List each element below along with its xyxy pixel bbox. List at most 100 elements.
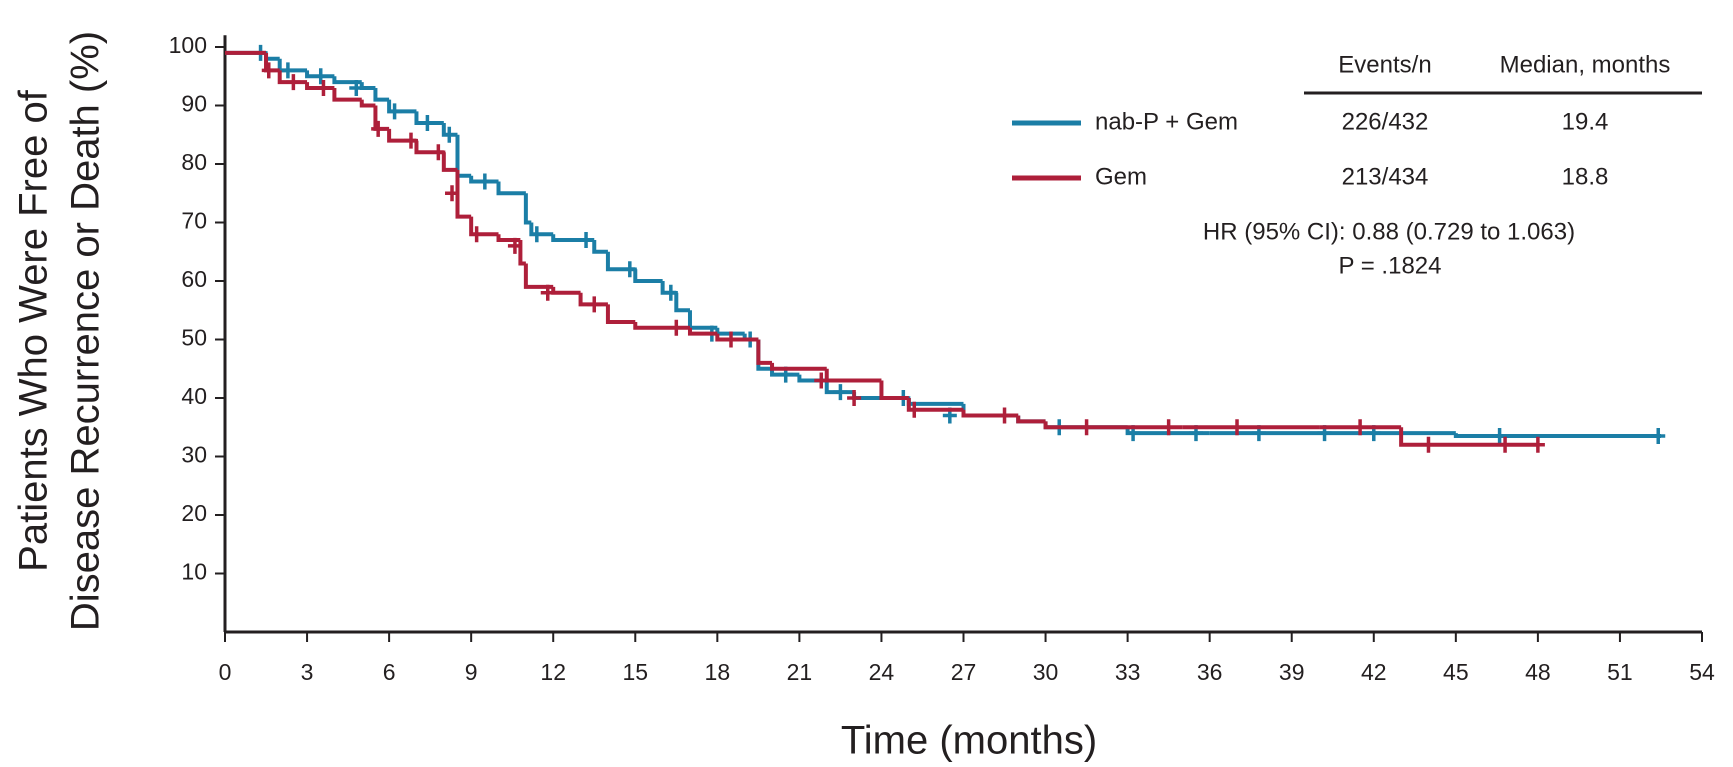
legend-label: Gem xyxy=(1095,163,1147,190)
table-header: Median, months xyxy=(1500,51,1671,78)
censor-mark xyxy=(814,372,829,389)
censor-mark xyxy=(663,284,678,301)
step xyxy=(277,58,308,73)
step xyxy=(1399,427,1538,447)
censor-mark xyxy=(387,103,402,120)
step xyxy=(770,362,827,371)
y-axis-title: Patients Who Were Free of Disease Recurr… xyxy=(12,31,108,631)
y-tick-label: 70 xyxy=(181,208,207,234)
step xyxy=(824,368,882,383)
step xyxy=(523,263,554,289)
y-tick-label: 10 xyxy=(181,559,207,585)
x-tick-label: 12 xyxy=(540,659,566,685)
censor-mark xyxy=(907,401,922,418)
censor-mark xyxy=(1161,419,1176,436)
table-header: Events/n xyxy=(1338,51,1431,78)
y-tick-label: 40 xyxy=(181,383,207,409)
x-tick-label: 45 xyxy=(1443,659,1469,685)
step xyxy=(523,193,532,225)
x-tick-label: 3 xyxy=(301,659,314,685)
censor-mark xyxy=(349,79,364,96)
step xyxy=(633,269,663,283)
censor-mark xyxy=(1230,419,1245,436)
step xyxy=(373,87,390,102)
step xyxy=(359,99,376,108)
censor-mark xyxy=(261,62,276,79)
step xyxy=(1016,415,1046,424)
censor-mark xyxy=(507,237,522,254)
step xyxy=(592,240,608,254)
step xyxy=(879,380,909,400)
step xyxy=(605,304,636,324)
censor-mark xyxy=(1492,428,1507,445)
annotation: P = .1824 xyxy=(1339,252,1442,279)
censor-mark xyxy=(1530,436,1545,453)
step xyxy=(529,222,554,237)
step xyxy=(496,181,526,196)
step xyxy=(496,234,521,243)
censor-mark xyxy=(724,331,739,348)
x-tick-label: 48 xyxy=(1525,659,1551,685)
step xyxy=(441,152,458,172)
censor-mark xyxy=(529,226,544,243)
step xyxy=(414,111,444,126)
step xyxy=(332,87,362,102)
x-tick-label: 36 xyxy=(1197,659,1223,685)
censor-mark xyxy=(847,390,862,406)
x-tick-label: 6 xyxy=(383,659,396,685)
x-tick-label: 30 xyxy=(1033,659,1059,685)
step xyxy=(687,327,718,336)
x-tick-label: 9 xyxy=(465,659,478,685)
step xyxy=(674,292,690,313)
x-tick-label: 27 xyxy=(951,659,977,685)
x-tick-label: 42 xyxy=(1361,659,1387,685)
y-tick-label: 50 xyxy=(181,325,207,351)
step xyxy=(518,240,526,266)
censor-mark xyxy=(622,261,637,278)
y-tick-label: 60 xyxy=(181,266,207,292)
step xyxy=(455,169,472,219)
censor-mark xyxy=(442,126,457,143)
step xyxy=(264,52,280,61)
table-cell: 19.4 xyxy=(1562,108,1609,135)
table-cell: 226/432 xyxy=(1342,108,1429,135)
step xyxy=(756,339,773,365)
step xyxy=(715,333,759,342)
censor-mark xyxy=(286,74,301,91)
step xyxy=(332,76,362,85)
x-tick-label: 0 xyxy=(219,659,232,685)
x-axis-title: Time (months) xyxy=(841,719,1097,763)
legend-label: nab-P + Gem xyxy=(1095,108,1238,135)
step xyxy=(1453,433,1661,439)
censor-mark xyxy=(833,384,848,401)
table-cell: 18.8 xyxy=(1562,163,1609,190)
x-tick-label: 39 xyxy=(1279,659,1305,685)
censor-mark xyxy=(403,132,418,149)
x-tick-label: 54 xyxy=(1689,659,1715,685)
step xyxy=(359,82,376,90)
y-tick-label: 20 xyxy=(181,500,207,526)
censor-mark xyxy=(469,226,484,243)
y-axis-title-line: Disease Recurrence or Death (%) xyxy=(64,31,108,631)
step xyxy=(687,310,718,330)
censor-mark xyxy=(1353,419,1368,436)
y-tick-label: 100 xyxy=(169,32,207,58)
censor-mark xyxy=(579,232,594,249)
censor-mark xyxy=(1079,419,1094,436)
censor-mark xyxy=(420,115,435,132)
y-tick-label: 30 xyxy=(181,442,207,468)
censor-mark xyxy=(587,296,602,313)
x-tick-label: 18 xyxy=(705,659,731,685)
table-cell: 213/434 xyxy=(1342,163,1429,190)
censor-mark xyxy=(477,173,492,190)
censor-mark xyxy=(445,185,460,202)
y-tick-label: 80 xyxy=(181,149,207,175)
censor-mark xyxy=(669,319,684,336)
censor-mark xyxy=(371,120,386,137)
censor-mark xyxy=(997,407,1012,424)
step xyxy=(551,286,581,295)
x-tick-label: 15 xyxy=(622,659,648,685)
censor-mark xyxy=(1498,436,1513,453)
censor-mark xyxy=(316,79,331,96)
